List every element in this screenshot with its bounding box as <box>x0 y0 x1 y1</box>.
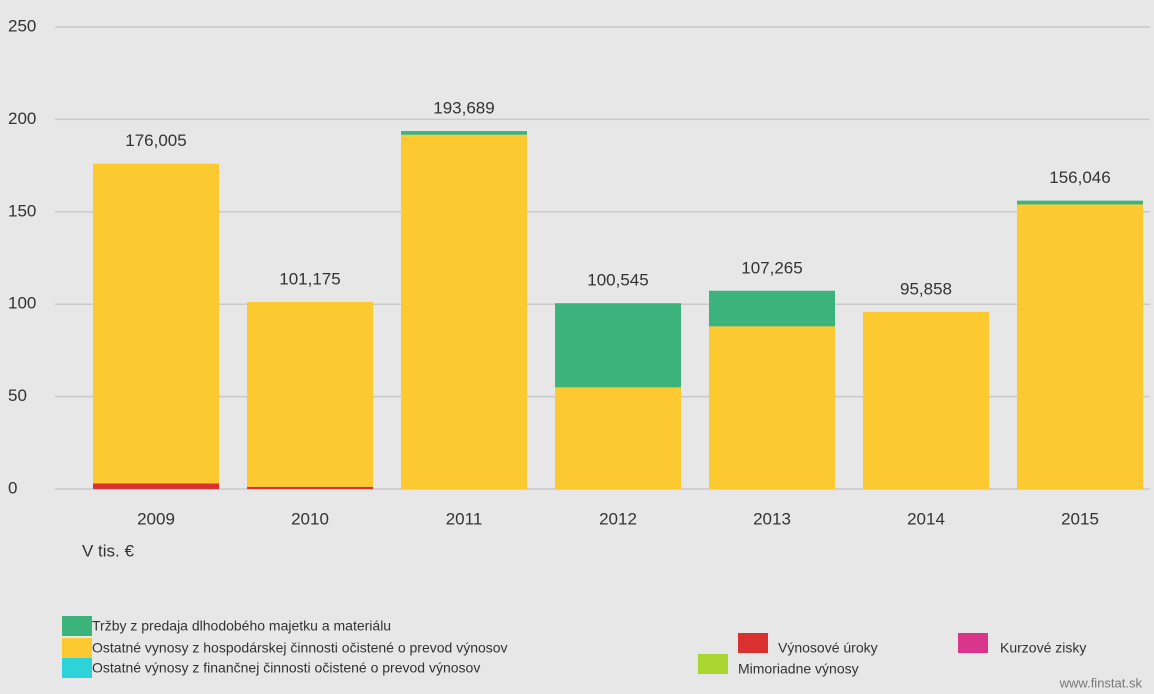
bar-segment <box>709 326 835 489</box>
value-label: 107,265 <box>741 258 802 277</box>
x-tick-label: 2012 <box>599 509 637 528</box>
y-axis-label: V tis. € <box>82 541 135 560</box>
bar-segment <box>709 290 835 327</box>
bar-segment <box>1017 204 1143 489</box>
legend-label: Mimoriadne výnosy <box>738 661 859 677</box>
legend-label: Výnosové úroky <box>778 640 878 656</box>
y-tick-label: 200 <box>8 109 36 128</box>
bar-segment <box>247 486 373 489</box>
legend-swatch <box>62 616 92 636</box>
y-tick-label: 250 <box>8 16 36 35</box>
y-tick-label: 100 <box>8 294 36 313</box>
legend-swatch <box>698 654 728 674</box>
legend-swatch <box>738 633 768 653</box>
value-label: 193,689 <box>433 99 494 118</box>
bar-segment <box>93 163 219 484</box>
x-tick-label: 2010 <box>291 509 329 528</box>
legend-swatch <box>62 638 92 658</box>
legend-swatch <box>958 633 988 653</box>
source: www.finstat.sk <box>1059 675 1143 690</box>
bar-segment <box>93 483 219 489</box>
legend-label: Tržby z predaja dlhodobého majetku a mat… <box>92 618 391 634</box>
value-label: 156,046 <box>1049 168 1110 187</box>
bar-segment <box>555 303 681 388</box>
x-tick-label: 2013 <box>753 509 791 528</box>
legend-label: Ostatné vynosy z hospodárskej činnosti o… <box>92 640 508 656</box>
x-tick-label: 2015 <box>1061 509 1099 528</box>
bar-segment <box>863 311 989 489</box>
value-label: 95,858 <box>900 279 952 298</box>
bar-segment <box>401 131 527 135</box>
y-tick-label: 150 <box>8 201 36 220</box>
bar-segment <box>555 387 681 489</box>
legend-swatch <box>62 658 92 678</box>
x-tick-label: 2009 <box>137 509 175 528</box>
bar-segment <box>247 302 373 487</box>
legend-label: Kurzové zisky <box>1000 640 1086 656</box>
x-tick-label: 2014 <box>907 509 945 528</box>
value-label: 100,545 <box>587 271 648 290</box>
value-label: 101,175 <box>279 270 340 289</box>
y-tick-label: 50 <box>8 386 27 405</box>
bar-segment <box>401 134 527 489</box>
legend-label: Ostatné výnosy z finančnej činnosti očis… <box>92 660 480 676</box>
value-label: 176,005 <box>125 131 186 150</box>
bar-segment <box>1017 200 1143 205</box>
y-tick-label: 0 <box>8 478 17 497</box>
x-tick-label: 2011 <box>446 509 483 528</box>
